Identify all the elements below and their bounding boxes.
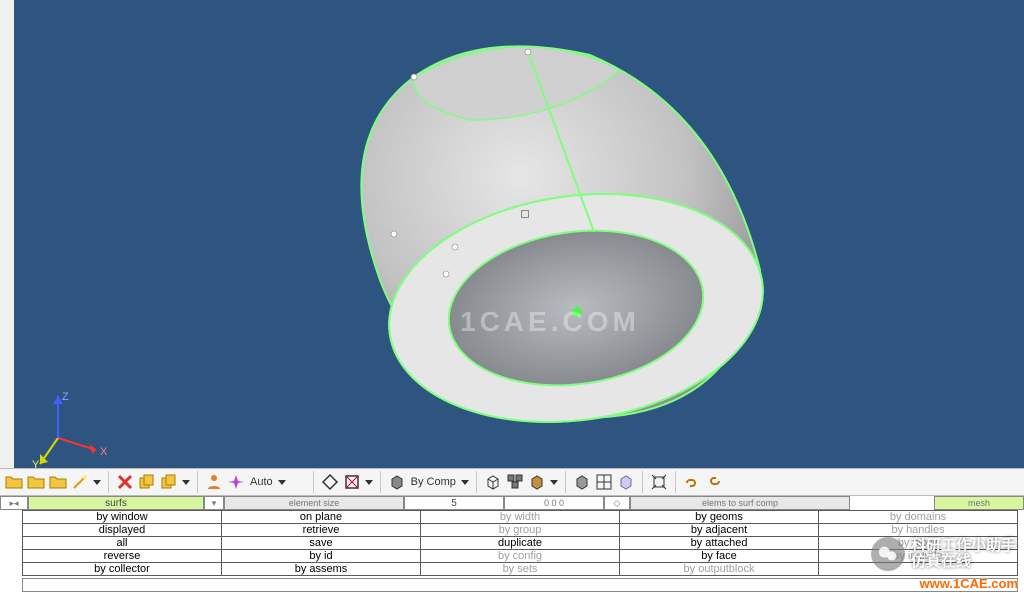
element-size-label: element size — [224, 496, 404, 510]
grid-cell[interactable]: save — [222, 537, 421, 550]
grid-icon[interactable] — [594, 472, 614, 492]
triple-zero-field[interactable]: 0 0 0 — [504, 496, 604, 510]
copies-icon[interactable] — [159, 472, 179, 492]
selector-toggle-icon[interactable]: ▸◂ — [0, 496, 28, 510]
cube-solid-icon[interactable] — [387, 472, 407, 492]
folder-icon[interactable] — [48, 472, 68, 492]
dropdown-icon[interactable] — [92, 477, 102, 487]
panel-header-row: ▸◂ surfs ▾ element size 5 0 0 0 ◇ elems … — [0, 496, 1024, 510]
grid-cell[interactable]: retrieve — [222, 524, 421, 537]
dropdown-icon[interactable] — [460, 477, 470, 487]
cube-shaded-icon[interactable] — [527, 472, 547, 492]
cylinder-model — [0, 0, 1024, 468]
dropdown-icon[interactable] — [181, 477, 191, 487]
grid-cell[interactable]: all — [23, 537, 222, 550]
dropdown-icon[interactable] — [277, 477, 287, 487]
copies-icon[interactable] — [137, 472, 157, 492]
shape-icon[interactable] — [320, 472, 340, 492]
bycomp-label: By Comp — [409, 476, 458, 488]
stamp-line2: 仿真在线 — [911, 554, 1016, 570]
elems-to-surf-label: elems to surf comp — [630, 496, 850, 510]
cubes-icon[interactable] — [505, 472, 525, 492]
dropdown-icon[interactable] — [364, 477, 374, 487]
grid-cell: by handles — [819, 524, 1018, 537]
grid-cell[interactable]: displayed — [23, 524, 222, 537]
wand-icon[interactable] — [70, 472, 90, 492]
grid-cell: by outputblock — [620, 563, 819, 576]
grid-cell: by sets — [421, 563, 620, 576]
entity-selector[interactable]: surfs — [28, 496, 204, 510]
tagline-url: www.1CAE.com — [920, 576, 1018, 591]
mesh-button[interactable]: mesh — [934, 496, 1024, 510]
toggle-icon[interactable]: ◇ — [604, 496, 630, 510]
svg-text:X: X — [100, 446, 108, 458]
transp-icon[interactable] — [616, 472, 636, 492]
link-icon[interactable] — [704, 472, 724, 492]
grid-cell: by domains — [819, 511, 1018, 524]
delete-x-icon[interactable] — [115, 472, 135, 492]
pick-box — [521, 210, 529, 218]
dropdown-icon[interactable] — [549, 477, 559, 487]
grid-cell[interactable]: by assems — [222, 563, 421, 576]
bottom-strip — [22, 578, 1018, 592]
grid-cell: by group — [421, 524, 620, 537]
person-icon[interactable] — [204, 472, 224, 492]
wechat-icon — [871, 537, 905, 571]
cube-wire-icon[interactable] — [483, 472, 503, 492]
grid-cell[interactable]: duplicate — [421, 537, 620, 550]
selector-arrow-icon[interactable]: ▾ — [204, 496, 224, 510]
grid-cell[interactable]: by window — [23, 511, 222, 524]
folder-icon[interactable] — [26, 472, 46, 492]
model-viewport[interactable]: ✱ 1CAE.COM X Y Z — [0, 0, 1024, 468]
link-icon[interactable] — [682, 472, 702, 492]
grid-cell[interactable]: by face — [620, 550, 819, 563]
element-size-value[interactable]: 5 — [404, 496, 504, 510]
auto-label: Auto — [248, 476, 275, 488]
cube-shaded-icon[interactable] — [572, 472, 592, 492]
axis-triad: X Y Z — [30, 390, 110, 470]
grid-cell[interactable]: on plane — [222, 511, 421, 524]
grid-cell[interactable]: by collector — [23, 563, 222, 576]
source-stamp: 科研工作小助手 仿真在线 — [871, 537, 1016, 571]
grid-cell[interactable]: by id — [222, 550, 421, 563]
grid-cell: by config — [421, 550, 620, 563]
grid-cell[interactable]: by attached — [620, 537, 819, 550]
shape-icon[interactable] — [342, 472, 362, 492]
sparkle-icon[interactable] — [226, 472, 246, 492]
main-toolbar: Auto By Comp — [0, 468, 1024, 496]
shrink-icon[interactable] — [649, 472, 669, 492]
viewport-watermark: 1CAE.COM — [460, 306, 640, 338]
grid-cell[interactable]: by geoms — [620, 511, 819, 524]
grid-cell[interactable]: by adjacent — [620, 524, 819, 537]
stamp-line1: 科研工作小助手 — [911, 538, 1016, 554]
grid-cell: by width — [421, 511, 620, 524]
folder-icon[interactable] — [4, 472, 24, 492]
grid-cell[interactable]: reverse — [23, 550, 222, 563]
svg-text:Z: Z — [62, 391, 69, 403]
selection-grid: by windowon planeby widthby geomsby doma… — [22, 510, 1018, 576]
